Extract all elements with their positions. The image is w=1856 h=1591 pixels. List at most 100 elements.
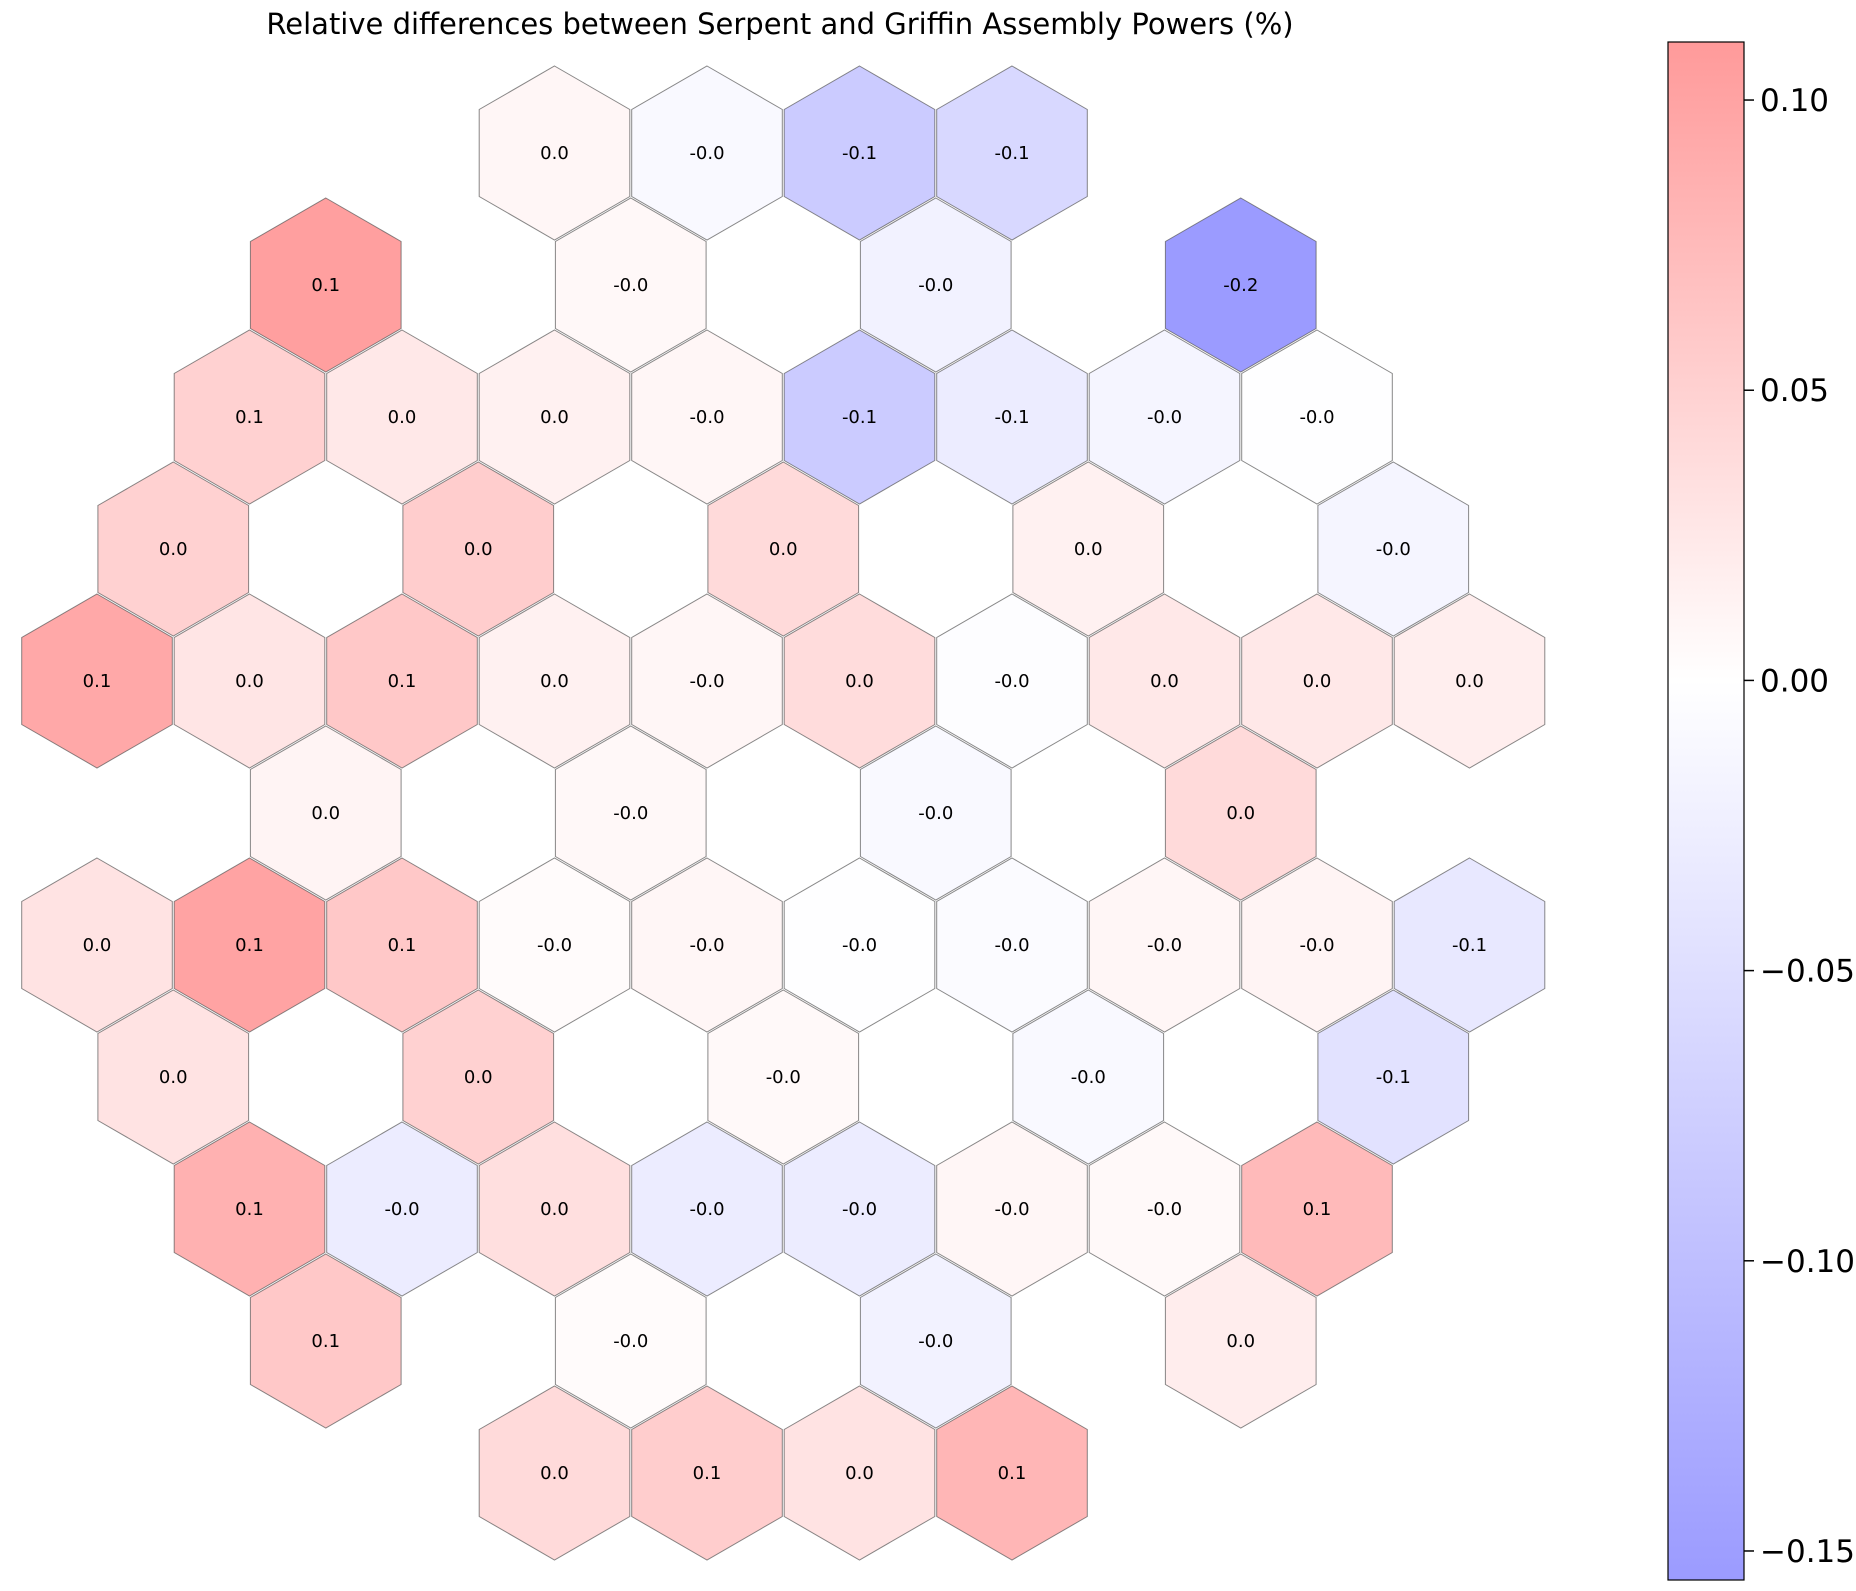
assembly-value-label: -0.0 [1147, 407, 1182, 428]
assembly-value-label: -0.0 [689, 407, 724, 428]
assembly-value-label: -0.0 [994, 671, 1029, 692]
assembly-value-label: 0.0 [1074, 539, 1103, 560]
assembly-hex [249, 1253, 402, 1429]
assembly-value-label: -0.0 [842, 1199, 877, 1220]
assembly-hex [1393, 593, 1546, 769]
assembly-hex [631, 593, 783, 769]
assembly-hex [783, 857, 936, 1033]
colorbar-tick-label: −0.15 [1760, 1534, 1855, 1570]
colorbar-ticks: 0.10 0.05 0.00 −0.05 −0.10 −0.15 [1744, 83, 1855, 1570]
assembly-hex [783, 65, 936, 241]
assembly-value-label: -0.1 [994, 407, 1029, 428]
assembly-value-label: 0.0 [1226, 1331, 1255, 1352]
assembly-hex [402, 989, 555, 1165]
assembly-value-label: -0.0 [689, 671, 724, 692]
assembly-hex [249, 197, 402, 373]
assembly-hex [859, 197, 1012, 373]
assembly-value-label: -0.0 [1147, 935, 1182, 956]
assembly-hex [554, 1253, 707, 1429]
assembly-value-label: 0.1 [83, 671, 112, 692]
assembly-hex [478, 857, 631, 1033]
colorbar-gradient [1667, 41, 1745, 1581]
assembly-hex [554, 725, 707, 901]
colorbar-tick-label: −0.10 [1760, 1244, 1855, 1280]
assembly-value-label: -0.0 [918, 275, 953, 296]
assembly-value-label: 0.1 [235, 407, 264, 428]
assembly-value-label: -0.0 [613, 803, 648, 824]
assembly-hex [173, 1121, 326, 1297]
assembly-value-label: -0.1 [1376, 1067, 1411, 1088]
assembly-value-label: -0.1 [842, 143, 877, 164]
assembly-value-label: 0.0 [1303, 671, 1332, 692]
assembly-value-label: 0.0 [1226, 803, 1255, 824]
assembly-value-label: 0.0 [1455, 671, 1484, 692]
assembly-hex [326, 329, 478, 505]
assembly-value-label: -0.0 [689, 143, 724, 164]
assembly-value-label: 0.1 [388, 671, 417, 692]
assembly-value-label: -0.0 [1299, 935, 1334, 956]
assembly-hex [1241, 329, 1393, 505]
assembly-hex [478, 65, 631, 241]
assembly-value-label: 0.0 [1150, 671, 1179, 692]
assembly-value-label: -0.0 [918, 1331, 953, 1352]
assembly-hex [1393, 857, 1546, 1033]
assembly-hex [859, 725, 1012, 901]
colorbar-tick-label: 0.10 [1760, 83, 1829, 119]
assembly-hex [631, 65, 783, 241]
assembly-value-label: 0.0 [159, 539, 188, 560]
assembly-value-label: -0.0 [994, 935, 1029, 956]
assembly-value-label: -0.0 [1299, 407, 1334, 428]
assembly-hex [859, 1253, 1012, 1429]
assembly-hex [173, 857, 326, 1033]
assembly-hex [936, 1385, 1088, 1561]
assembly-hex [1164, 197, 1317, 373]
assembly-value-label: 0.1 [311, 1331, 340, 1352]
assembly-value-label: 0.0 [83, 935, 112, 956]
assembly-hex [1164, 725, 1317, 901]
assembly-value-label: 0.1 [1303, 1199, 1332, 1220]
assembly-hex [1164, 1253, 1317, 1429]
assembly-value-label: -0.0 [689, 935, 724, 956]
assembly-hex [631, 1385, 783, 1561]
assembly-value-label: 0.1 [388, 935, 417, 956]
assembly-hex [478, 593, 631, 769]
colorbar-tick-label: 0.05 [1760, 373, 1829, 409]
assembly-hex [1012, 461, 1165, 637]
assembly-hex [1241, 1121, 1393, 1297]
assembly-hex [707, 461, 860, 637]
assembly-hex [1088, 593, 1241, 769]
assembly-value-label: -0.0 [613, 1331, 648, 1352]
assembly-value-label: -0.0 [766, 1067, 801, 1088]
assembly-value-label: 0.0 [540, 1463, 569, 1484]
assembly-value-label: -0.1 [994, 143, 1029, 164]
assembly-value-label: 0.1 [235, 1199, 264, 1220]
assembly-hex [936, 593, 1088, 769]
assembly-hex [631, 857, 783, 1033]
chart-title: Relative differences between Serpent and… [266, 7, 1293, 41]
assembly-value-label: -0.0 [689, 1199, 724, 1220]
colorbar: 0.10 0.05 0.00 −0.05 −0.10 −0.15 [1667, 41, 1855, 1581]
assembly-hex [249, 725, 402, 901]
assembly-value-label: 0.0 [464, 1067, 493, 1088]
assembly-hex [478, 1385, 631, 1561]
assembly-value-label: 0.0 [311, 803, 340, 824]
assembly-value-label: 0.1 [311, 275, 340, 296]
assembly-value-label: -0.0 [994, 1199, 1029, 1220]
assembly-hex [21, 857, 173, 1033]
assembly-value-label: -0.0 [537, 935, 572, 956]
assembly-value-label: 0.1 [998, 1463, 1027, 1484]
assembly-value-label: 0.0 [388, 407, 417, 428]
assembly-hex [97, 461, 250, 637]
assembly-value-label: -0.0 [1376, 539, 1411, 560]
assembly-hex [1241, 593, 1393, 769]
assembly-value-label: 0.0 [540, 1199, 569, 1220]
assembly-hex [173, 593, 326, 769]
assembly-hex [1088, 857, 1241, 1033]
assembly-hex [326, 593, 478, 769]
assembly-hex [1317, 461, 1470, 637]
assembly-value-label: 0.0 [769, 539, 798, 560]
assembly-hex [1012, 989, 1165, 1165]
assembly-hex [326, 1121, 478, 1297]
assembly-hex [707, 989, 860, 1165]
